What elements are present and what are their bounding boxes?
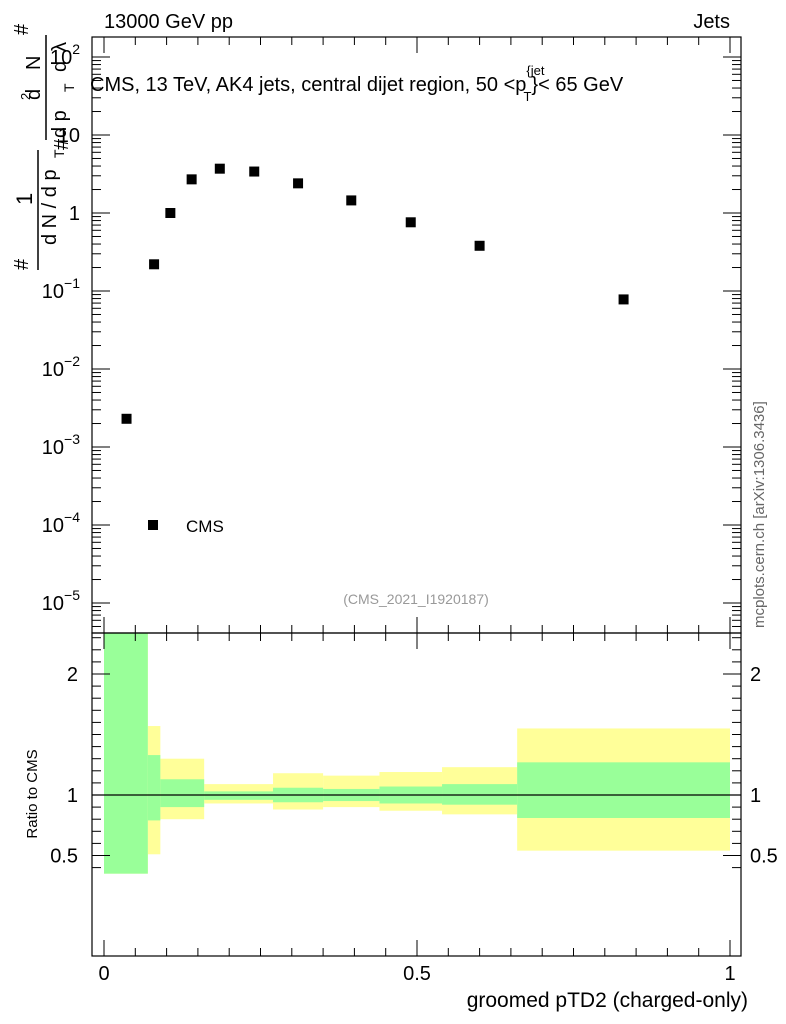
plot-title-sup: {jet [526,63,544,78]
ylabel-lambda: λ [49,42,71,52]
data-point-cms [121,413,132,424]
header-left-label: 13000 GeV pp [104,11,233,33]
main-y-tick-label: 10−5 [42,587,80,615]
data-point-cms [405,217,416,228]
main-axis-ticks: 10−5 10−4 10−3 10−2 10−1 1 10 102 [42,37,741,633]
data-point-cms [165,208,176,218]
ratio-bands [104,633,730,874]
data-point-cms [249,166,260,177]
data-point-cms [346,195,357,206]
data-point-cms [293,178,304,189]
ylabel-dp: d p [49,110,71,138]
main-y-tick-label: 10−2 [42,353,80,381]
ratio-band-stat-bin-0 [104,633,148,874]
data-point-cms [618,294,629,305]
ylabel-denominator-1: d N / d p [39,169,61,245]
main-plot-frame [91,36,742,634]
x-tick-label: 0 [98,963,109,985]
ratio-y-tick-label-right: 0.5 [750,846,778,868]
data-point-cms [474,240,485,251]
ylabel-sub-t-2: T [61,83,77,92]
data-point-cms [149,259,160,270]
plot-title-end: }< 65 GeV [531,74,623,96]
ratio-y-tick-label-right: 1 [750,785,761,807]
ylabel-hash-1: # [11,258,33,270]
ylabel-n-numerator: N [23,56,45,70]
analysis-id-label: (CMS_2021_I1920187) [343,591,489,607]
ylabel-sub-t-1: T [51,149,67,158]
plot-title-sub: T [523,89,531,104]
x-axis-label: groomed pTD2 (charged-only) [467,989,748,1012]
data-point-cms [214,163,225,174]
plot-title-main: CMS, 13 TeV, AK4 jets, central dijet reg… [90,74,526,96]
ratio-y-tick-label-left: 0.5 [50,846,78,868]
ylabel-d-numerator: d [23,89,45,100]
ratio-band-stat-bin-1 [147,755,161,821]
ratio-y-tick-label-right: 2 [750,664,761,686]
watermark-label: mcplots.cern.ch [arXiv:1306.3436] [751,401,768,628]
ratio-band-stat-bin-2 [160,779,205,808]
main-y-tick-label: 1 [69,203,80,225]
main-y-tick-label: 10−1 [42,275,80,303]
data-point-cms [186,174,197,185]
ylabel-exp-2: 2 [18,93,33,100]
legend-marker-cms [148,520,158,530]
ratio-y-tick-label-left: 2 [67,664,78,686]
ylabel-hash-3: # [11,23,33,35]
main-y-tick-label: 10−4 [42,509,80,537]
ylabel-hash-2: # [51,138,73,150]
main-data-points [121,163,629,424]
ylabel-one: 1 [12,193,37,205]
legend-label-cms: CMS [186,517,224,536]
plot-title: CMS, 13 TeV, AK4 jets, central dijet reg… [90,63,624,104]
main-y-tick-label: 10−3 [42,431,80,459]
ratio-band-stat-bin-3 [204,791,274,800]
ylabel-d-lambda-d: d [49,61,71,72]
ratio-y-axis-label: Ratio to CMS [24,749,41,838]
ratio-y-tick-label-left: 1 [67,785,78,807]
x-tick-label: 0.5 [403,963,431,985]
header-right-label: Jets [693,11,730,33]
x-tick-label: 1 [724,963,735,985]
main-y-tick-label: 102 [50,41,80,69]
ratio-band-stat-bin-8 [517,762,730,818]
ratio-band-stat-bin-7 [442,784,518,805]
ratio-axis-ticks: 0.5 0.5 1 1 2 2 0 0.5 1 [50,633,778,985]
main-y-tick-label: 10 [58,125,80,147]
